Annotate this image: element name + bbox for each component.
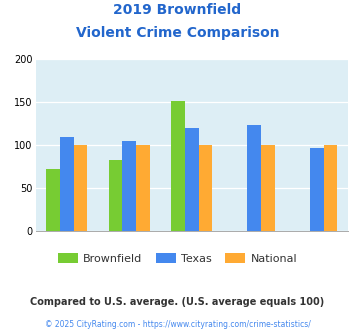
Legend: Brownfield, Texas, National: Brownfield, Texas, National xyxy=(53,249,302,268)
Bar xyxy=(185,128,198,231)
Bar xyxy=(247,125,261,231)
Bar xyxy=(323,145,337,231)
Bar xyxy=(171,101,185,231)
Bar xyxy=(198,145,212,231)
Bar xyxy=(73,145,87,231)
Text: Compared to U.S. average. (U.S. average equals 100): Compared to U.S. average. (U.S. average … xyxy=(31,297,324,307)
Bar xyxy=(122,141,136,231)
Bar xyxy=(261,145,275,231)
Bar xyxy=(310,148,323,231)
Text: Violent Crime Comparison: Violent Crime Comparison xyxy=(76,26,279,40)
Bar xyxy=(109,160,122,231)
Text: © 2025 CityRating.com - https://www.cityrating.com/crime-statistics/: © 2025 CityRating.com - https://www.city… xyxy=(45,320,310,329)
Bar xyxy=(46,169,60,231)
Bar xyxy=(60,137,73,231)
Bar xyxy=(136,145,150,231)
Text: 2019 Brownfield: 2019 Brownfield xyxy=(114,3,241,17)
